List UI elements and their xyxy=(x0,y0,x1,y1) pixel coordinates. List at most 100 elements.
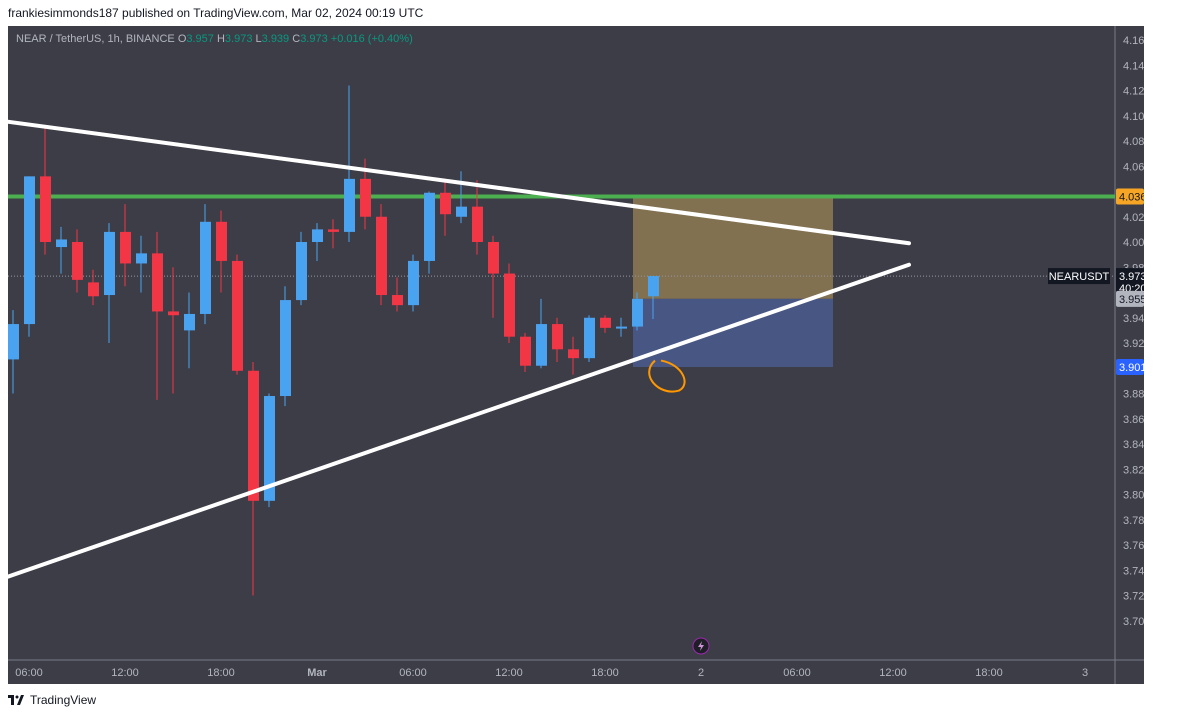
candle-up xyxy=(424,192,435,261)
y-tick-label: 3.800 xyxy=(1123,490,1144,502)
y-tick-label: 4.020 xyxy=(1123,212,1144,224)
y-tick-label: 3.940 xyxy=(1123,313,1144,325)
price-label-entry: 3.955 xyxy=(1119,294,1144,306)
x-tick-label: 06:00 xyxy=(399,667,427,679)
legend-o-label: O xyxy=(178,33,187,45)
y-tick-label: 3.820 xyxy=(1123,464,1144,476)
price-label-target-bg xyxy=(1116,188,1144,205)
candle-down xyxy=(40,176,51,242)
annotation-circle[interactable] xyxy=(648,359,686,393)
candle-down xyxy=(552,324,563,350)
x-tick-label: 2 xyxy=(698,667,704,679)
candle-down xyxy=(568,349,579,359)
legend-l-value: 3.939 xyxy=(262,33,293,45)
legend-c-label: C xyxy=(292,33,300,45)
candle-down xyxy=(248,370,259,501)
brand-name: TradingView xyxy=(30,693,97,707)
candle-down xyxy=(392,295,403,306)
price-chart[interactable]: 4.160 4.140 4.120 4.100 4.080 4.060 4.020 4.000… xyxy=(8,26,1144,684)
candle-up xyxy=(632,298,643,327)
candle-up xyxy=(136,253,147,264)
x-tick-label: 06:00 xyxy=(783,667,811,679)
x-tick-label: Mar xyxy=(307,667,327,679)
symbol-label-bg xyxy=(1048,268,1110,285)
candle-up xyxy=(616,326,627,329)
price-label-stop-bg xyxy=(1116,358,1144,375)
x-tick-label: 18:00 xyxy=(975,667,1003,679)
candle-up xyxy=(56,239,67,248)
y-tick-label: 3.880 xyxy=(1123,389,1144,401)
y-tick-label: 4.140 xyxy=(1123,60,1144,72)
candle-down xyxy=(152,253,163,312)
candle-up xyxy=(200,221,211,314)
x-tick-label: 06:00 xyxy=(15,667,43,679)
candle-down xyxy=(360,178,371,217)
x-tick-label: 12:00 xyxy=(879,667,907,679)
candle-up xyxy=(296,242,307,301)
candle-down xyxy=(72,242,83,280)
symbol-label: NEARUSDT xyxy=(1049,271,1110,283)
legend-h-label: H xyxy=(217,33,225,45)
chart-area[interactable]: 4.160 4.140 4.120 4.100 4.080 4.060 4.020 4.000… xyxy=(8,26,1144,684)
candle-up xyxy=(312,229,323,242)
legend-o-value: 3.957 xyxy=(186,33,217,45)
candle-up xyxy=(408,260,419,306)
x-tick-label: 12:00 xyxy=(111,667,139,679)
legend-c-value: 3.973 xyxy=(300,33,331,45)
price-label-target: 4.036 xyxy=(1119,192,1144,204)
y-tick-label: 3.840 xyxy=(1123,439,1144,451)
price-label-entry-bg xyxy=(1116,290,1144,307)
lightning-glyph xyxy=(698,641,704,651)
trendline-lower[interactable] xyxy=(8,262,911,608)
candle-up xyxy=(280,300,291,397)
y-tick-label: 4.000 xyxy=(1123,237,1144,249)
y-tick-label: 3.760 xyxy=(1123,540,1144,552)
candle-down xyxy=(376,216,387,296)
y-tick-label: 3.740 xyxy=(1123,565,1144,577)
current-price-label: 3.973 xyxy=(1119,271,1144,283)
trendline-upper[interactable] xyxy=(8,109,911,246)
y-tick-label: 3.780 xyxy=(1123,515,1144,527)
y-tick-label: 4.100 xyxy=(1123,111,1144,123)
price-label-stop: 3.901 xyxy=(1119,362,1144,374)
x-tick-label: 18:00 xyxy=(207,667,235,679)
candle-down xyxy=(488,242,499,274)
footer: TradingView xyxy=(8,690,96,710)
candle-down xyxy=(120,231,131,264)
candle-down xyxy=(440,192,451,215)
legend-symbol: NEAR / TetherUS, 1h, BINANCE xyxy=(16,33,178,45)
y-tick-label: 3.700 xyxy=(1123,616,1144,628)
y-tick-label: 3.720 xyxy=(1123,591,1144,603)
candle-up xyxy=(264,396,275,501)
stop-zone[interactable] xyxy=(633,298,833,367)
target-zone[interactable] xyxy=(633,196,833,299)
candle-up xyxy=(536,324,547,366)
ohlc-legend: NEAR / TetherUS, 1h, BINANCE O3.957 H3.9… xyxy=(16,33,413,45)
candle-down xyxy=(504,273,515,337)
y-tick-label: 4.160 xyxy=(1123,35,1144,47)
y-tick-label: 3.920 xyxy=(1123,338,1144,350)
candle-up xyxy=(344,178,355,232)
candle-down xyxy=(216,221,227,261)
candle-down xyxy=(520,336,531,366)
candle-down xyxy=(168,311,179,316)
x-tick-label: 18:00 xyxy=(591,667,619,679)
tradingview-logo-icon xyxy=(8,695,24,705)
y-tick-label: 4.060 xyxy=(1123,161,1144,173)
candle-up xyxy=(456,206,467,217)
candle-down xyxy=(88,282,99,297)
y-tick-label: 4.120 xyxy=(1123,86,1144,98)
x-tick-label: 3 xyxy=(1082,667,1088,679)
legend-l-label: L xyxy=(256,33,262,45)
candle-up xyxy=(104,231,115,296)
legend-change: +0.016 (+0.40%) xyxy=(331,33,413,45)
candle-up xyxy=(648,276,659,297)
candle-up xyxy=(584,317,595,359)
candle-up xyxy=(184,313,195,331)
legend-h-value: 3.973 xyxy=(225,33,256,45)
candle-down xyxy=(472,206,483,242)
y-tick-label: 3.860 xyxy=(1123,414,1144,426)
y-tick-label: 4.080 xyxy=(1123,136,1144,148)
x-tick-label: 12:00 xyxy=(495,667,523,679)
candle-up xyxy=(8,324,19,360)
